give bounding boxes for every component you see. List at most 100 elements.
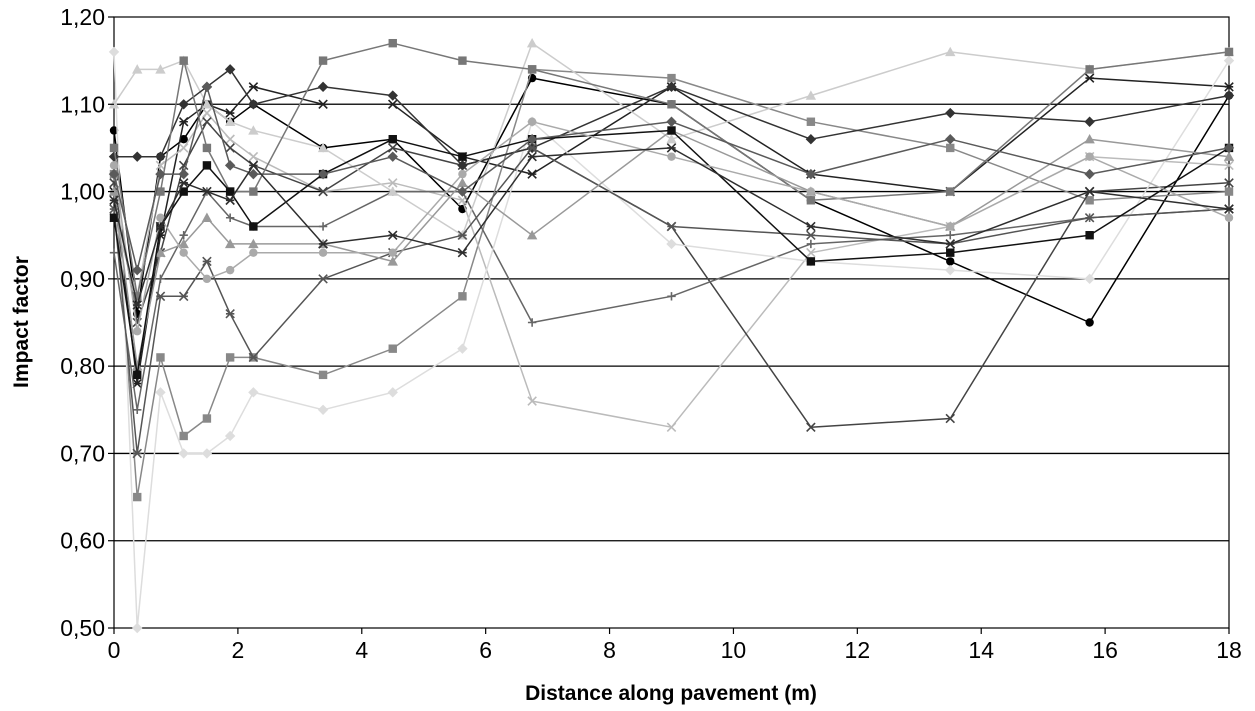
data-point	[387, 90, 398, 101]
data-point	[1085, 318, 1094, 327]
data-point	[806, 187, 816, 196]
series-line	[113, 51, 1230, 629]
series-6	[109, 187, 1234, 414]
x-tick-label: 14	[968, 637, 994, 663]
data-point	[155, 291, 166, 302]
data-point	[225, 134, 235, 144]
data-point	[527, 151, 537, 162]
data-point	[527, 396, 537, 406]
data-point	[132, 64, 143, 74]
data-point	[666, 238, 677, 250]
series-line	[113, 120, 1230, 332]
y-tick-label: 1,00	[60, 179, 105, 205]
data-point	[666, 143, 677, 153]
data-point	[201, 448, 213, 459]
data-point	[133, 405, 142, 414]
data-point	[249, 187, 258, 196]
data-point	[318, 248, 328, 257]
data-point	[178, 143, 189, 153]
data-point	[1224, 204, 1234, 214]
data-point	[946, 248, 955, 257]
data-point	[388, 344, 397, 353]
data-point	[132, 448, 142, 459]
data-point	[527, 143, 537, 153]
data-point	[201, 99, 213, 109]
data-point	[109, 143, 119, 153]
data-point	[666, 134, 677, 144]
data-point	[1224, 213, 1234, 222]
data-point	[527, 169, 537, 179]
data-point	[457, 186, 468, 197]
data-point	[318, 186, 328, 197]
data-point	[224, 116, 236, 126]
data-point	[202, 161, 212, 170]
data-point	[317, 142, 329, 153]
data-point	[1223, 90, 1235, 101]
data-point	[155, 151, 166, 162]
data-point	[457, 160, 468, 171]
data-point	[1085, 231, 1094, 240]
data-point	[225, 309, 235, 319]
data-point	[132, 264, 143, 276]
data-point	[108, 151, 120, 162]
data-point	[109, 195, 119, 206]
y-axis: 0,50 0,60 0,70 0,80 0,90 1,00 1,10 1,20	[60, 4, 114, 641]
data-point	[457, 247, 468, 258]
data-point	[526, 134, 538, 145]
data-point	[156, 274, 165, 284]
data-point	[317, 168, 329, 180]
data-point	[224, 160, 236, 171]
data-point	[155, 221, 166, 232]
series-7	[108, 46, 1235, 634]
data-point	[945, 239, 956, 249]
data-point	[387, 178, 398, 188]
data-point	[224, 430, 236, 442]
data-point	[945, 46, 956, 57]
data-point	[1224, 187, 1234, 196]
x-axis-title: Distance along pavement (m)	[525, 682, 817, 705]
data-point	[666, 221, 677, 232]
data-point	[156, 213, 165, 222]
data-point	[527, 318, 537, 327]
data-point	[526, 230, 538, 240]
data-point	[133, 327, 142, 336]
data-point	[388, 38, 397, 48]
data-point	[1224, 160, 1234, 171]
data-point	[1224, 47, 1234, 57]
data-point	[248, 125, 259, 135]
data-point	[225, 143, 235, 153]
data-point	[179, 135, 188, 144]
data-point	[387, 387, 398, 398]
data-point	[248, 99, 259, 110]
series-5	[109, 116, 1234, 433]
data-point	[318, 274, 328, 284]
data-point	[249, 222, 258, 231]
series-line	[114, 68, 1230, 167]
series-14	[109, 117, 1234, 336]
data-point	[666, 422, 677, 433]
data-point	[806, 239, 816, 249]
data-point	[387, 186, 398, 196]
series-line	[113, 147, 1230, 306]
data-point	[156, 187, 165, 196]
data-point	[249, 248, 258, 257]
data-point	[318, 99, 328, 110]
data-point	[1084, 134, 1095, 144]
data-point	[946, 231, 955, 240]
data-point	[1223, 142, 1235, 154]
data-point	[248, 151, 259, 162]
data-point	[179, 248, 188, 257]
data-point	[133, 492, 142, 502]
data-point	[805, 168, 817, 180]
data-point	[946, 187, 955, 196]
data-point	[202, 256, 212, 267]
data-point	[527, 117, 537, 126]
data-point	[155, 387, 166, 398]
data-point	[202, 108, 212, 118]
data-point	[1084, 116, 1095, 127]
data-point	[179, 431, 188, 441]
data-point	[1084, 186, 1095, 197]
data-point	[667, 73, 676, 83]
data-point	[318, 222, 328, 231]
data-point	[178, 168, 189, 180]
